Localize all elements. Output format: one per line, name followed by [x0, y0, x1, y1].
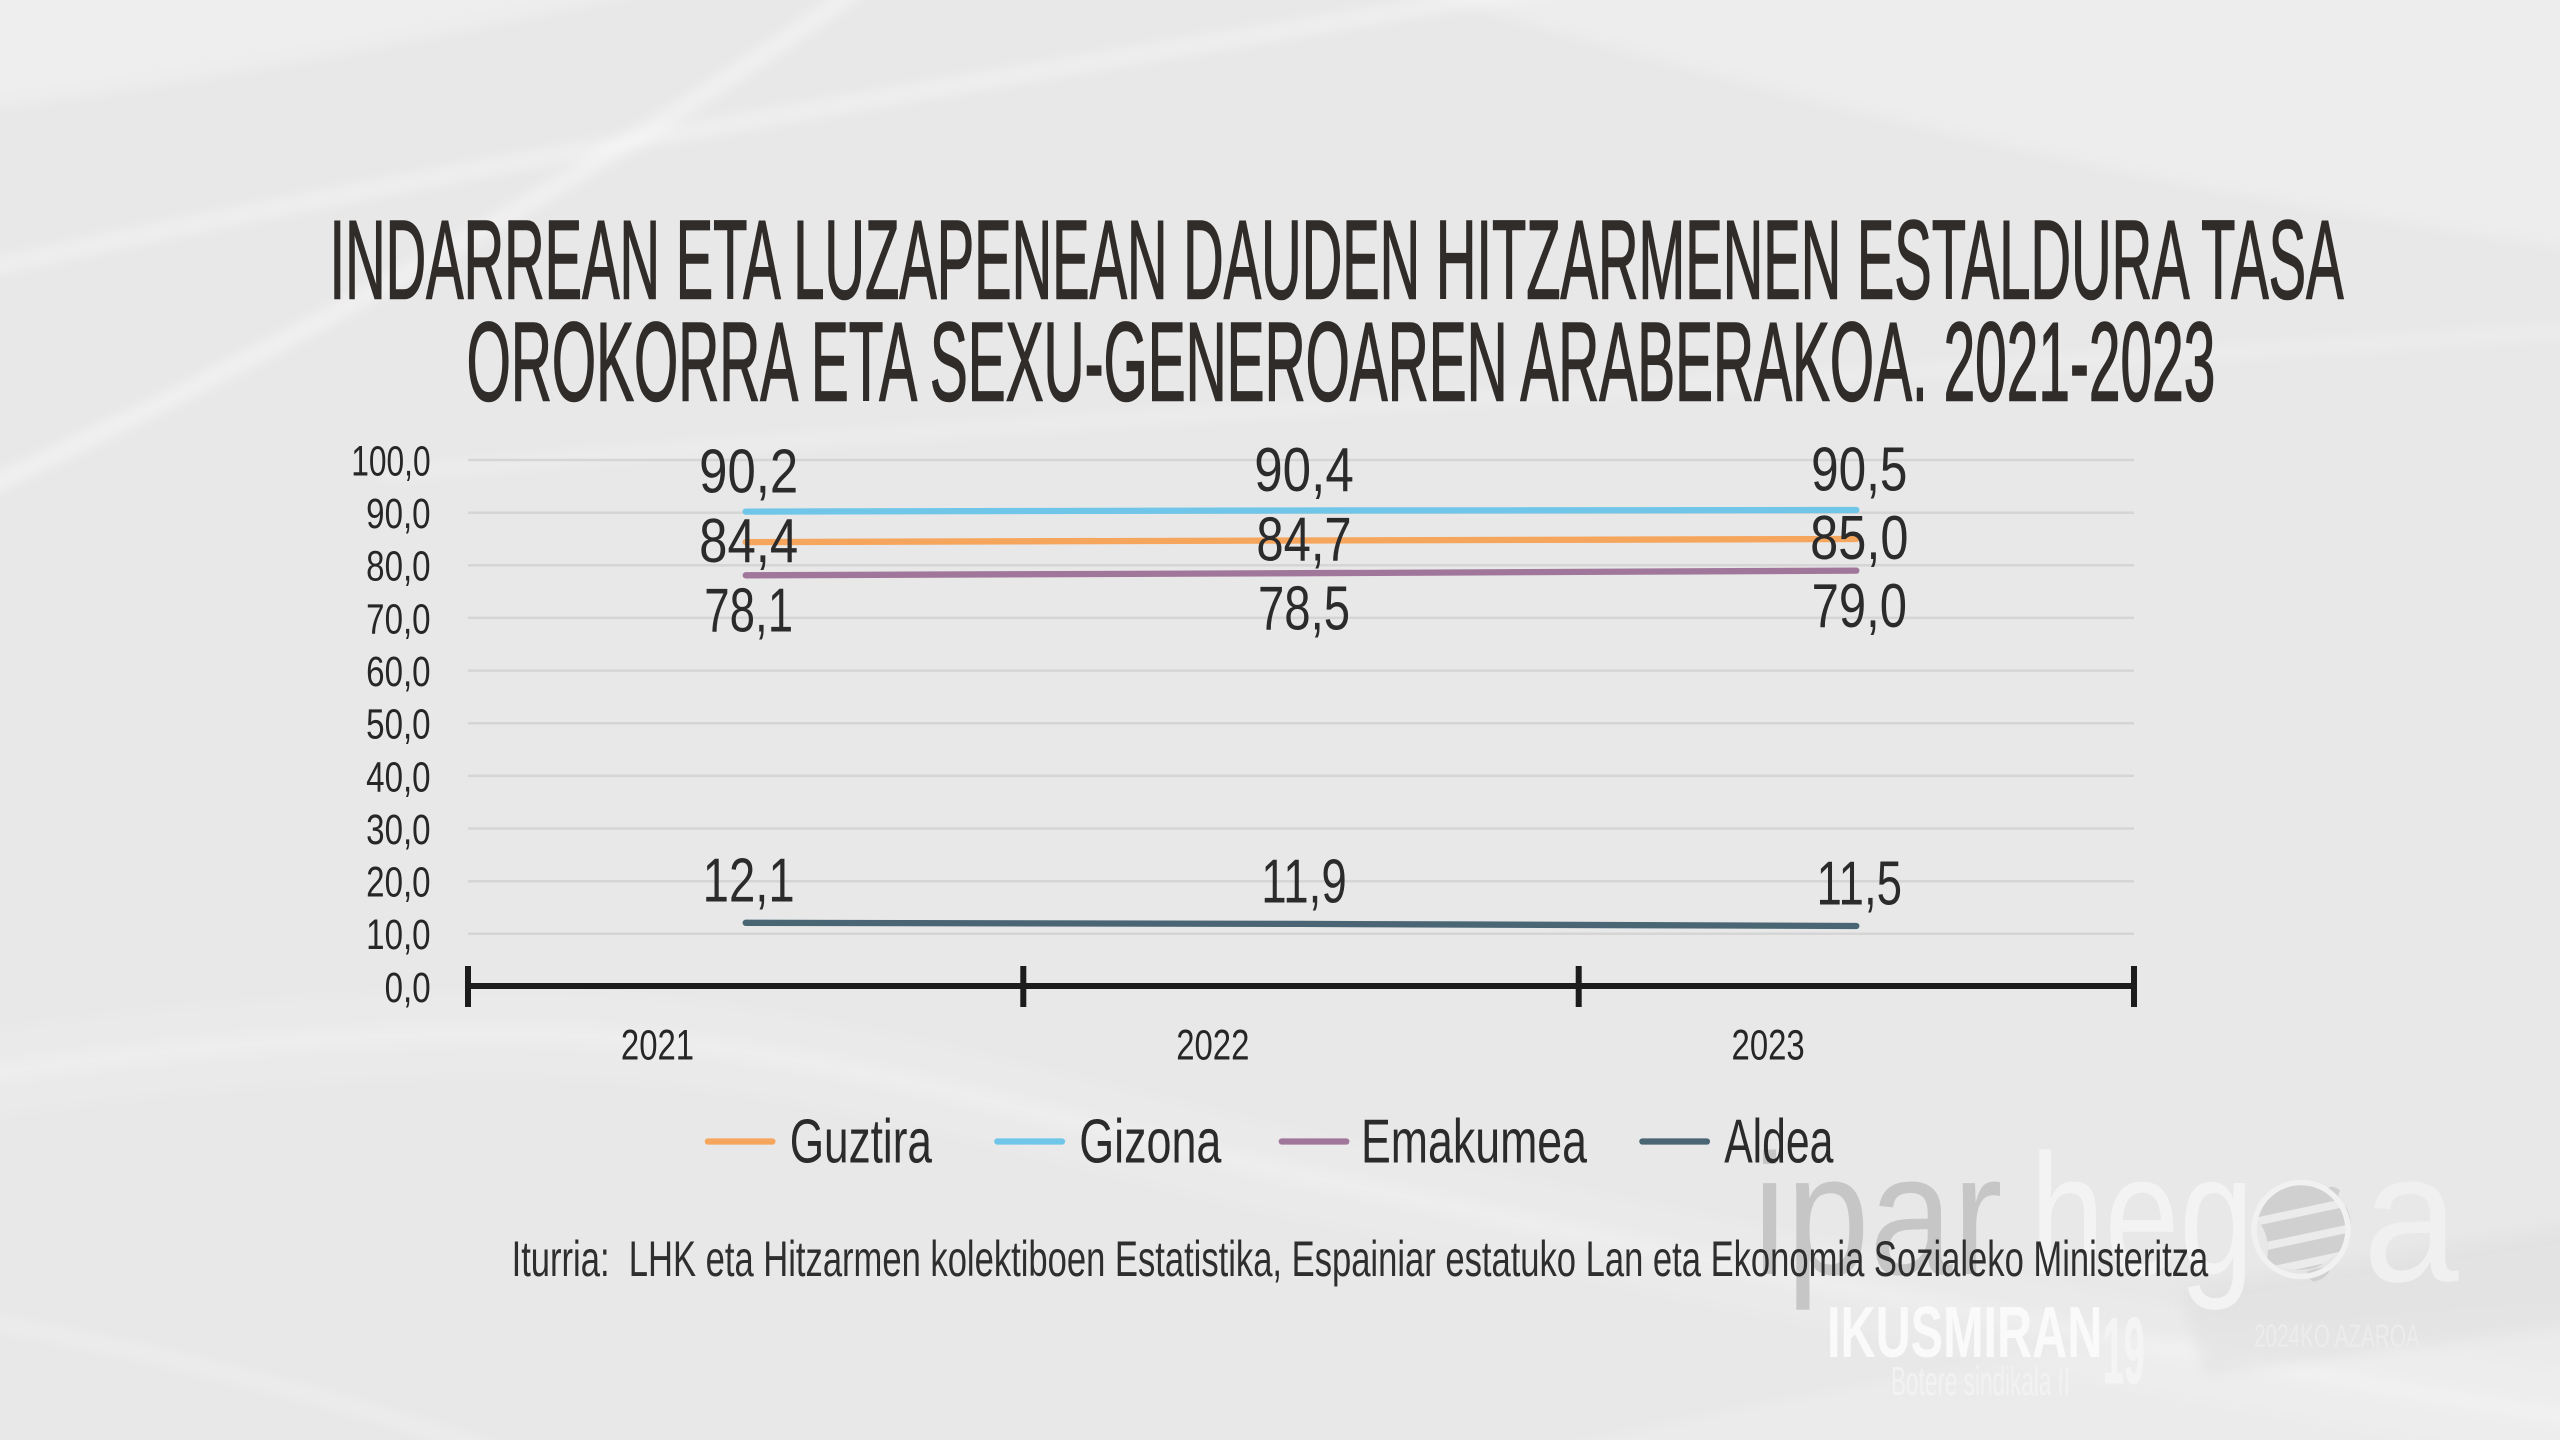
svg-text:90,5: 90,5	[1811, 434, 1907, 504]
svg-text:2023: 2023	[1732, 1021, 1805, 1069]
svg-text:84,4: 84,4	[699, 507, 798, 576]
svg-text:40,0: 40,0	[366, 753, 430, 801]
svg-text:INDARREAN ETA LUZAPENEAN DAUDE: INDARREAN ETA LUZAPENEAN DAUDEN HITZARME…	[329, 197, 2343, 322]
svg-text:2022: 2022	[1176, 1021, 1249, 1069]
svg-text:50,0: 50,0	[366, 701, 430, 749]
svg-text:11,5: 11,5	[1817, 849, 1903, 918]
svg-text:Botere sindikala II: Botere sindikala II	[1891, 1359, 2070, 1405]
svg-text:20,0: 20,0	[366, 859, 430, 907]
svg-text:OROKORRA ETA SEXU-GENEROAREN A: OROKORRA ETA SEXU-GENEROAREN ARABERAKOA.…	[467, 299, 2216, 424]
svg-text:11,9: 11,9	[1261, 847, 1347, 916]
svg-text:84,7: 84,7	[1256, 504, 1351, 574]
svg-text:78,1: 78,1	[704, 576, 793, 645]
svg-text:Aldea: Aldea	[1724, 1108, 1834, 1177]
svg-text:IKUSMIRAN: IKUSMIRAN	[1827, 1293, 2102, 1374]
svg-text:30,0: 30,0	[366, 806, 430, 854]
svg-text:0,0: 0,0	[385, 964, 431, 1012]
svg-text:Guztira: Guztira	[790, 1107, 932, 1176]
svg-text:79,0: 79,0	[1812, 570, 1907, 640]
svg-text:Gizona: Gizona	[1079, 1108, 1222, 1177]
svg-text:80,0: 80,0	[366, 543, 430, 591]
svg-text:a: a	[2363, 1113, 2459, 1320]
svg-text:2024KO AZAROA: 2024KO AZAROA	[2254, 1319, 2420, 1355]
svg-text:100,0: 100,0	[351, 438, 430, 486]
svg-text:70,0: 70,0	[366, 595, 430, 643]
svg-text:90,0: 90,0	[366, 490, 430, 538]
svg-text:12,1: 12,1	[703, 845, 795, 915]
svg-text:90,4: 90,4	[1254, 437, 1354, 506]
svg-text:90,2: 90,2	[699, 438, 798, 507]
svg-text:ipar: ipar	[1753, 1119, 2002, 1311]
svg-text:Emakumea: Emakumea	[1361, 1108, 1588, 1177]
svg-text:85,0: 85,0	[1810, 503, 1908, 572]
svg-text:heg: heg	[2030, 1118, 2254, 1311]
svg-text:19: 19	[2103, 1299, 2145, 1404]
svg-text:10,0: 10,0	[366, 911, 430, 959]
svg-text:2021: 2021	[621, 1021, 694, 1069]
svg-text:60,0: 60,0	[366, 648, 430, 696]
svg-text:78,5: 78,5	[1258, 573, 1350, 643]
svg-text:Iturria: LHK eta Hitzarmen ko: Iturria: LHK eta Hitzarmen kolektiboen E…	[512, 1232, 2209, 1288]
